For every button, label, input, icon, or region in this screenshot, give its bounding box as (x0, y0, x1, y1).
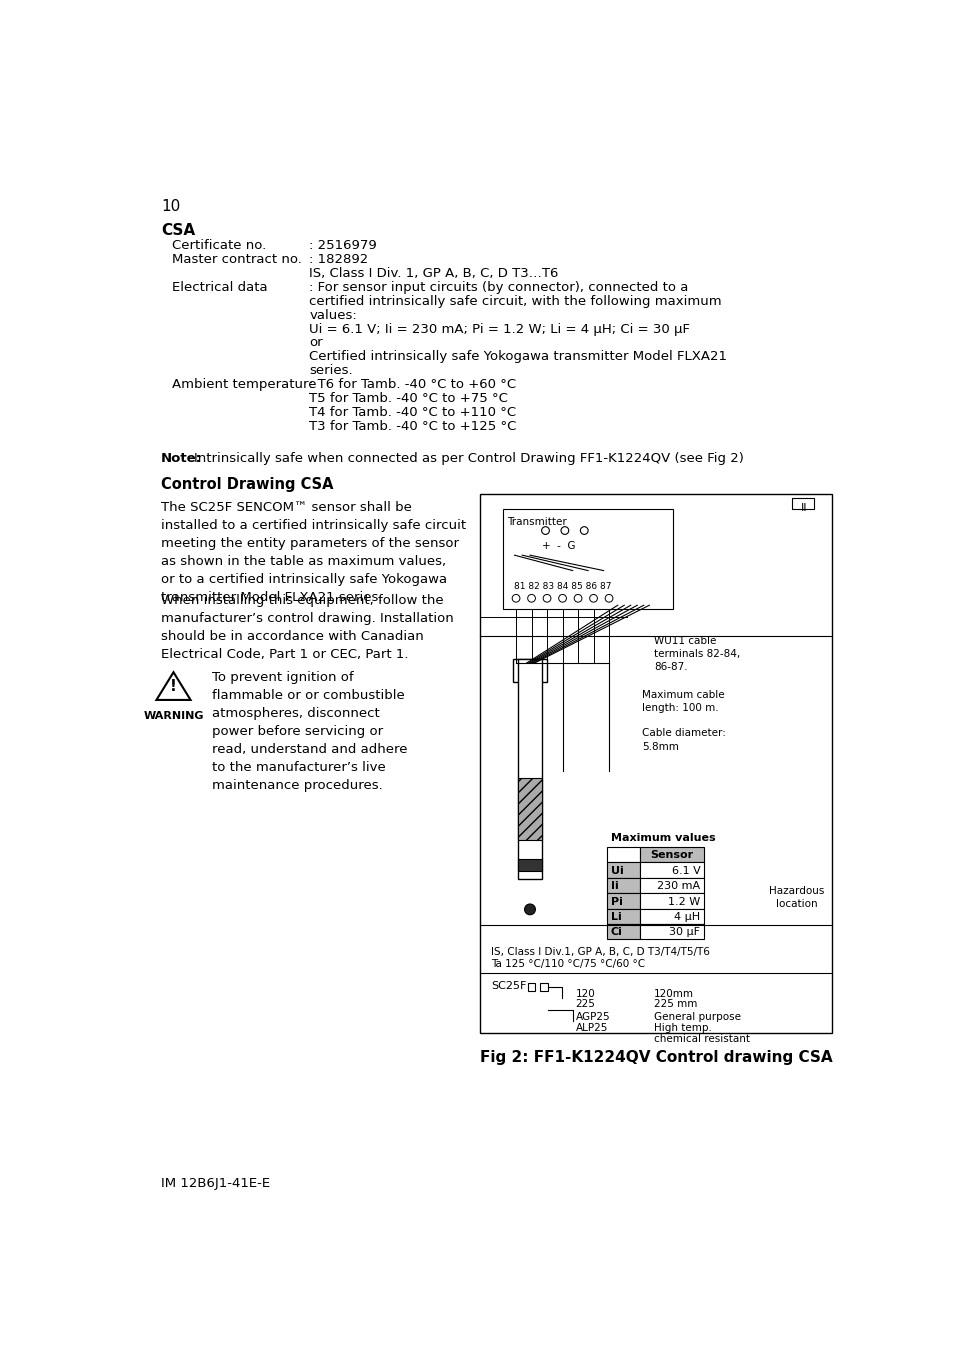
Text: To prevent ignition of
flammable or or combustible
atmospheres, disconnect
power: To prevent ignition of flammable or or c… (212, 670, 407, 792)
Bar (607, 877, 639, 894)
Text: SC25F: SC25F (491, 982, 526, 991)
Text: !: ! (170, 678, 176, 693)
Text: 1.2 W: 1.2 W (667, 896, 700, 907)
Bar (639, 909, 703, 923)
Text: Ui: Ui (610, 865, 622, 876)
Text: : For sensor input circuits (by connector), connected to a: : For sensor input circuits (by connecto… (309, 282, 688, 294)
Text: 120mm: 120mm (654, 988, 693, 999)
Text: : 2516979: : 2516979 (309, 240, 376, 252)
Text: When installing this equipment, follow the
manufacturer’s control drawing. Insta: When installing this equipment, follow t… (161, 593, 454, 661)
Text: Ci: Ci (610, 927, 621, 937)
Bar (539, 983, 547, 991)
Circle shape (524, 904, 535, 915)
Text: 6.1 V: 6.1 V (671, 865, 700, 876)
Text: General purpose: General purpose (654, 1011, 740, 1022)
Bar (607, 848, 639, 862)
Text: 225: 225 (575, 999, 595, 1010)
Text: Maximum values: Maximum values (611, 833, 716, 844)
Text: 30 μF: 30 μF (669, 927, 700, 937)
Text: : T6 for Tamb. -40 °C to +60 °C: : T6 for Tamb. -40 °C to +60 °C (309, 378, 516, 391)
Text: WU11 cable
terminals 82-84,
86-87.: WU11 cable terminals 82-84, 86-87. (654, 636, 740, 673)
Text: IM 12B6J1-41E-E: IM 12B6J1-41E-E (161, 1178, 270, 1190)
Text: IS, Class I Div. 1, GP A, B, C, D T3…T6: IS, Class I Div. 1, GP A, B, C, D T3…T6 (309, 267, 558, 280)
Text: Ui = 6.1 V; Ii = 230 mA; Pi = 1.2 W; Li = 4 μH; Ci = 30 μF: Ui = 6.1 V; Ii = 230 mA; Pi = 1.2 W; Li … (309, 322, 689, 336)
Text: certified intrinsically safe circuit, with the following maximum: certified intrinsically safe circuit, wi… (309, 295, 721, 307)
Bar (639, 894, 703, 909)
Bar (502, 509, 673, 609)
Text: ALP25: ALP25 (575, 1022, 607, 1033)
Text: Sensor: Sensor (650, 850, 693, 861)
Text: Li: Li (610, 913, 620, 922)
Bar (607, 894, 639, 909)
Text: AGP25: AGP25 (575, 1011, 610, 1022)
Text: T3 for Tamb. -40 °C to +125 °C: T3 for Tamb. -40 °C to +125 °C (309, 420, 516, 433)
Bar (791, 498, 813, 509)
Text: Ii: Ii (610, 881, 618, 891)
Text: Pi: Pi (610, 896, 621, 907)
Text: 120: 120 (575, 988, 595, 999)
Text: Note:: Note: (161, 452, 202, 464)
Text: Master contract no.: Master contract no. (172, 253, 301, 267)
Text: 230 mA: 230 mA (657, 881, 700, 891)
Text: Hazardous
location: Hazardous location (768, 887, 823, 909)
Text: Fig 2: FF1-K1224QV Control drawing CSA: Fig 2: FF1-K1224QV Control drawing CSA (479, 1049, 831, 1064)
Text: WARNING: WARNING (143, 711, 204, 720)
Text: Control Drawing CSA: Control Drawing CSA (161, 477, 334, 492)
Bar (607, 923, 639, 940)
Text: 81 82 83 84 85 86 87: 81 82 83 84 85 86 87 (514, 582, 612, 592)
Bar (607, 862, 639, 877)
Text: Cable diameter:
5.8mm: Cable diameter: 5.8mm (641, 728, 725, 751)
Text: T5 for Tamb. -40 °C to +75 °C: T5 for Tamb. -40 °C to +75 °C (309, 391, 507, 405)
Bar (639, 848, 703, 862)
Text: series.: series. (309, 364, 353, 378)
Bar (527, 983, 535, 991)
Text: Certificate no.: Certificate no. (172, 240, 266, 252)
Bar (517, 779, 542, 839)
Bar (517, 860, 542, 871)
Text: T4 for Tamb. -40 °C to +110 °C: T4 for Tamb. -40 °C to +110 °C (309, 406, 516, 418)
Bar (479, 494, 831, 1033)
Text: II: II (801, 502, 807, 513)
Text: Electrical data: Electrical data (172, 282, 267, 294)
Text: Certified intrinsically safe Yokogawa transmitter Model FLXA21: Certified intrinsically safe Yokogawa tr… (309, 351, 726, 363)
Text: : 182892: : 182892 (309, 253, 368, 267)
Text: Intrinsically safe when connected as per Control Drawing FF1-K1224QV (see Fig 2): Intrinsically safe when connected as per… (193, 452, 742, 464)
Bar (517, 659, 542, 879)
Text: Maximum cable
length: 100 m.: Maximum cable length: 100 m. (641, 691, 724, 714)
Text: values:: values: (309, 309, 356, 322)
Text: 4 μH: 4 μH (674, 913, 700, 922)
Bar (513, 659, 546, 682)
Bar (639, 862, 703, 877)
Text: Ambient temperature: Ambient temperature (172, 378, 316, 391)
Text: Ta 125 °C/110 °C/75 °C/60 °C: Ta 125 °C/110 °C/75 °C/60 °C (491, 960, 644, 969)
Text: +  -  G: + - G (541, 542, 575, 551)
Text: CSA: CSA (161, 222, 195, 237)
Text: The SC25F SENCOM™ sensor shall be
installed to a certified intrinsically safe ci: The SC25F SENCOM™ sensor shall be instal… (161, 501, 466, 604)
Text: 10: 10 (161, 199, 180, 214)
Bar (607, 909, 639, 923)
Text: or: or (309, 337, 322, 349)
Bar (639, 923, 703, 940)
Bar (639, 877, 703, 894)
Text: Transmitter: Transmitter (506, 517, 566, 527)
Text: 225 mm: 225 mm (654, 999, 697, 1010)
Text: High temp.
chemical resistant: High temp. chemical resistant (654, 1022, 749, 1044)
Text: IS, Class I Div.1, GP A, B, C, D T3/T4/T5/T6: IS, Class I Div.1, GP A, B, C, D T3/T4/T… (491, 946, 709, 957)
